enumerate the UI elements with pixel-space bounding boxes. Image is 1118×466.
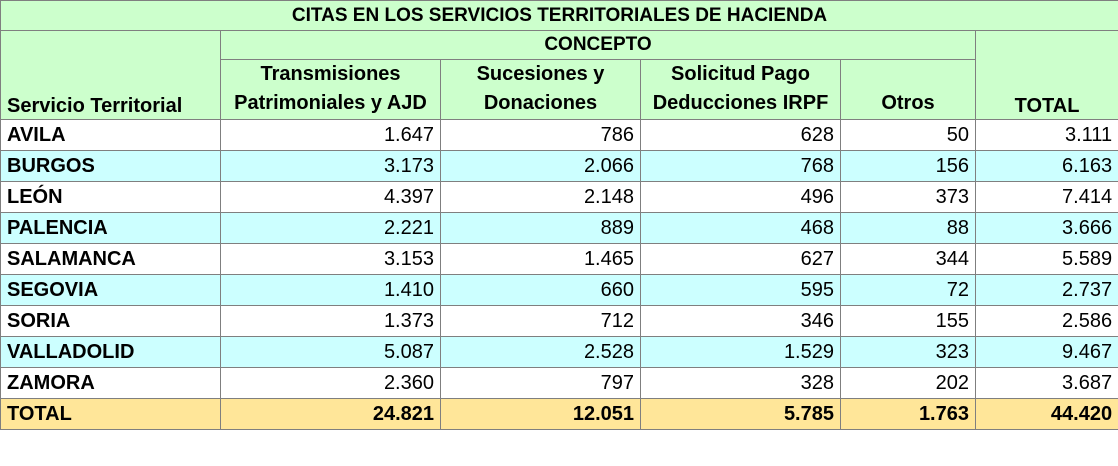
citas-table: CITAS EN LOS SERVICIOS TERRITORIALES DE …: [0, 0, 1118, 430]
cell-otros: 50: [840, 119, 976, 151]
table-body: AVILA 1.647 786 628 50 3.111 BURGOS 3.173 2.066 7…: [0, 119, 1118, 399]
header-solicitud: Solicitud Pago Deducciones IRPF: [640, 59, 841, 120]
cell-sucesiones: 889: [440, 212, 641, 244]
cell-transmisiones: 3.153: [220, 243, 441, 275]
cell-sucesiones: 712: [440, 305, 641, 337]
cell-otros: 202: [840, 367, 976, 399]
total-sucesiones: 12.051: [440, 398, 641, 430]
table-row: SORIA 1.373 712 346 155 2.586: [0, 305, 1118, 337]
cell-solicitud: 1.529: [640, 336, 841, 368]
cell-sucesiones: 2.528: [440, 336, 641, 368]
cell-sucesiones: 2.066: [440, 150, 641, 182]
total-transmisiones: 24.821: [220, 398, 441, 430]
cell-solicitud: 496: [640, 181, 841, 213]
header-transmisiones: Transmisiones Patrimoniales y AJD: [220, 59, 441, 120]
table-row: AVILA 1.647 786 628 50 3.111: [0, 119, 1118, 151]
table-row: LEÓN 4.397 2.148 496 373 7.414: [0, 181, 1118, 213]
cell-sucesiones: 2.148: [440, 181, 641, 213]
cell-otros: 88: [840, 212, 976, 244]
cell-total: 3.666: [974, 212, 1118, 244]
cell-sucesiones: 660: [440, 274, 641, 306]
cell-servicio: ZAMORA: [0, 367, 221, 399]
cell-sucesiones: 786: [440, 119, 641, 151]
cell-otros: 344: [840, 243, 976, 275]
cell-servicio: VALLADOLID: [0, 336, 221, 368]
header-total: TOTAL: [974, 30, 1118, 120]
cell-servicio: LEÓN: [0, 181, 221, 213]
table-title: CITAS EN LOS SERVICIOS TERRITORIALES DE …: [0, 0, 1118, 31]
cell-otros: 156: [840, 150, 976, 182]
cell-sucesiones: 797: [440, 367, 641, 399]
table-row: SALAMANCA 3.153 1.465 627 344 5.589: [0, 243, 1118, 275]
cell-solicitud: 768: [640, 150, 841, 182]
header-otros: Otros: [840, 59, 976, 120]
cell-transmisiones: 1.373: [220, 305, 441, 337]
cell-total: 7.414: [974, 181, 1118, 213]
cell-solicitud: 346: [640, 305, 841, 337]
cell-total: 6.163: [974, 150, 1118, 182]
cell-solicitud: 627: [640, 243, 841, 275]
cell-total: 3.111: [974, 119, 1118, 151]
cell-solicitud: 628: [640, 119, 841, 151]
cell-transmisiones: 5.087: [220, 336, 441, 368]
cell-total: 9.467: [974, 336, 1118, 368]
cell-servicio: AVILA: [0, 119, 221, 151]
cell-transmisiones: 1.410: [220, 274, 441, 306]
cell-solicitud: 595: [640, 274, 841, 306]
table-row: PALENCIA 2.221 889 468 88 3.666: [0, 212, 1118, 244]
header-sucesiones: Sucesiones y Donaciones: [440, 59, 641, 120]
cell-otros: 373: [840, 181, 976, 213]
cell-transmisiones: 2.360: [220, 367, 441, 399]
table-row: SEGOVIA 1.410 660 595 72 2.737: [0, 274, 1118, 306]
total-solicitud: 5.785: [640, 398, 841, 430]
cell-sucesiones: 1.465: [440, 243, 641, 275]
cell-otros: 323: [840, 336, 976, 368]
cell-servicio: SALAMANCA: [0, 243, 221, 275]
cell-transmisiones: 2.221: [220, 212, 441, 244]
cell-solicitud: 328: [640, 367, 841, 399]
cell-total: 5.589: [974, 243, 1118, 275]
cell-servicio: SORIA: [0, 305, 221, 337]
cell-otros: 72: [840, 274, 976, 306]
cell-otros: 155: [840, 305, 976, 337]
cell-transmisiones: 1.647: [220, 119, 441, 151]
table-row: VALLADOLID 5.087 2.528 1.529 323 9.467: [0, 336, 1118, 368]
total-otros: 1.763: [840, 398, 976, 430]
cell-transmisiones: 4.397: [220, 181, 441, 213]
total-row: TOTAL 24.821 12.051 5.785 1.763 44.420: [0, 398, 1118, 430]
header-concepto: CONCEPTO: [220, 30, 976, 60]
cell-servicio: PALENCIA: [0, 212, 221, 244]
table-row: BURGOS 3.173 2.066 768 156 6.163: [0, 150, 1118, 182]
cell-total: 3.687: [974, 367, 1118, 399]
cell-total: 2.737: [974, 274, 1118, 306]
table-row: ZAMORA 2.360 797 328 202 3.687: [0, 367, 1118, 399]
cell-solicitud: 468: [640, 212, 841, 244]
header-servicio-territorial: Servicio Territorial: [0, 30, 221, 120]
cell-transmisiones: 3.173: [220, 150, 441, 182]
total-total: 44.420: [974, 398, 1118, 430]
cell-servicio: BURGOS: [0, 150, 221, 182]
total-label: TOTAL: [0, 398, 221, 430]
cell-total: 2.586: [974, 305, 1118, 337]
cell-servicio: SEGOVIA: [0, 274, 221, 306]
